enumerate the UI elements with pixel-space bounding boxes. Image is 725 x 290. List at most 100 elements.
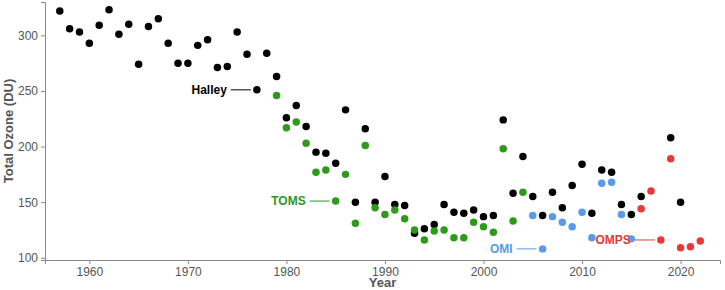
point <box>608 178 615 185</box>
point <box>677 198 684 205</box>
point <box>529 212 536 219</box>
point <box>253 86 260 93</box>
point <box>194 42 201 49</box>
point <box>391 206 398 213</box>
tick-mark <box>41 258 45 259</box>
series <box>529 178 635 252</box>
point <box>273 73 280 80</box>
tick-mark <box>41 147 45 148</box>
point <box>440 201 447 208</box>
point <box>401 215 408 222</box>
point <box>539 212 546 219</box>
y-axis: 100 150 200 250 300 <box>18 3 46 266</box>
point <box>430 221 437 228</box>
leader-line <box>517 248 537 249</box>
tick: 2010 <box>569 260 596 279</box>
tick-mark <box>582 260 583 264</box>
tick: 2000 <box>471 260 498 279</box>
plot: 1960197019801990200020102020100150200250… <box>18 3 721 279</box>
point <box>214 64 221 71</box>
tick: 300 <box>18 29 45 43</box>
point <box>588 234 595 241</box>
marks <box>56 6 704 253</box>
point <box>657 236 664 243</box>
tick-label: 1970 <box>175 265 202 279</box>
tick: 200 <box>18 140 45 154</box>
tick-label: 250 <box>18 84 38 98</box>
point <box>322 149 329 156</box>
tick: 150 <box>18 196 45 210</box>
point <box>381 211 388 218</box>
point <box>519 188 526 195</box>
point <box>352 198 359 205</box>
tick: 250 <box>18 84 45 98</box>
point <box>509 217 516 224</box>
point <box>578 208 585 215</box>
tick-label: 100 <box>18 251 38 265</box>
point <box>549 213 556 220</box>
tick: 1980 <box>274 260 301 279</box>
point <box>499 116 506 123</box>
point <box>440 226 447 233</box>
series-label: OMPS <box>596 233 631 247</box>
tick-mark <box>385 260 386 264</box>
series <box>637 155 704 251</box>
point <box>480 213 487 220</box>
tick-label: 1960 <box>76 265 103 279</box>
tick: 100 <box>18 251 45 265</box>
point <box>460 234 467 241</box>
tick-label: 1980 <box>274 265 301 279</box>
point <box>421 236 428 243</box>
axis-line <box>46 261 721 265</box>
tick-mark <box>681 260 682 264</box>
point <box>381 173 388 180</box>
tick-mark <box>484 260 485 264</box>
point <box>302 139 309 146</box>
point <box>490 228 497 235</box>
point <box>155 15 162 22</box>
series-label: OMI <box>490 242 513 256</box>
point <box>243 51 250 58</box>
tick-mark <box>89 260 90 264</box>
point <box>174 59 181 66</box>
point <box>598 180 605 187</box>
series <box>56 6 684 237</box>
point <box>283 114 290 121</box>
point <box>125 20 132 27</box>
point <box>568 182 575 189</box>
point <box>342 171 349 178</box>
point <box>588 210 595 217</box>
point <box>86 39 93 46</box>
point <box>618 201 625 208</box>
point <box>332 197 339 204</box>
point <box>233 28 240 35</box>
point <box>332 160 339 167</box>
point <box>697 237 704 244</box>
point <box>312 168 319 175</box>
series <box>273 92 527 244</box>
point <box>618 211 625 218</box>
point <box>342 106 349 113</box>
point <box>480 223 487 230</box>
point <box>145 23 152 30</box>
point <box>539 245 546 252</box>
point <box>115 31 122 38</box>
point <box>519 153 526 160</box>
point <box>135 61 142 68</box>
leader-line <box>231 89 251 90</box>
point <box>430 227 437 234</box>
point <box>371 204 378 211</box>
point <box>293 102 300 109</box>
point <box>667 155 674 162</box>
point <box>559 204 566 211</box>
point <box>56 7 63 14</box>
point <box>283 124 290 131</box>
axis-line <box>41 3 46 261</box>
point <box>263 49 270 56</box>
tick-label: 200 <box>18 140 38 154</box>
series-label: TOMS <box>271 194 305 208</box>
point <box>421 225 428 232</box>
point <box>450 234 457 241</box>
point <box>608 168 615 175</box>
point <box>549 188 556 195</box>
